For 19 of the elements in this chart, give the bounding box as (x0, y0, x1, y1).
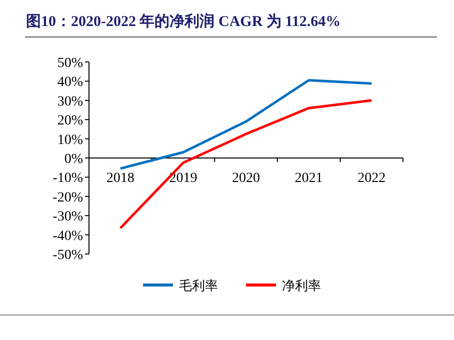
legend-label: 毛利率 (179, 278, 218, 294)
y-tick-label: 0% (64, 152, 84, 167)
y-tick-label: -20% (52, 190, 84, 206)
x-tick-label: 2022 (358, 171, 386, 186)
y-tick-label: -10% (52, 171, 84, 186)
y-tick-label: 30% (57, 94, 84, 110)
y-tick-label: 50% (57, 56, 84, 71)
legend-label: 净利率 (282, 278, 321, 294)
x-tick-label: 2018 (106, 171, 134, 186)
x-tick-label: 2020 (232, 171, 260, 186)
y-tick-label: -50% (52, 248, 84, 263)
y-tick-label: -30% (52, 210, 84, 225)
y-tick-label: 40% (57, 75, 84, 90)
y-tick-label: 10% (57, 132, 84, 148)
x-tick-label: 2021 (294, 171, 323, 186)
title: 图10：2020-2022 年的净利润 CAGR 为 112.64% (26, 14, 341, 30)
y-tick-label: -40% (52, 228, 84, 244)
y-tick-label: 20% (57, 114, 84, 129)
x-tick-label: 2019 (169, 171, 198, 186)
